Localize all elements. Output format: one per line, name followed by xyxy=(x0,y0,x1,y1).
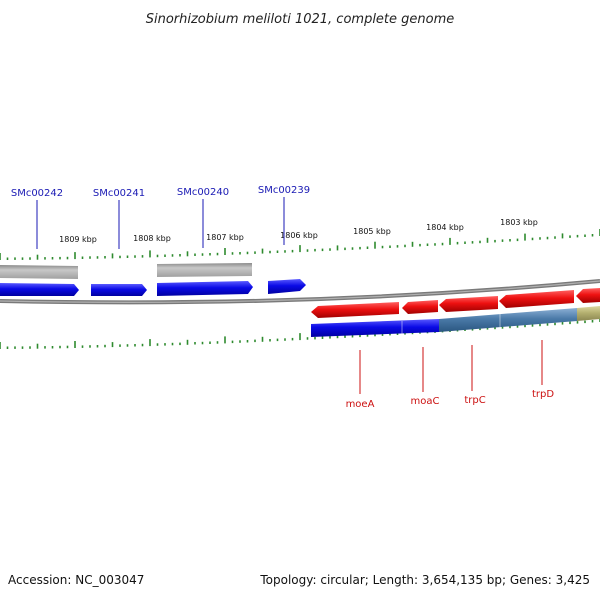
gene-feature-red-5[interactable] xyxy=(576,288,600,303)
gene-feature-red-moeA[interactable] xyxy=(311,302,399,318)
gene-label-SMc00242[interactable]: SMc00242 xyxy=(11,188,63,199)
gene-label-moeA[interactable]: moeA xyxy=(346,399,375,410)
gene-feature-red-moaC[interactable] xyxy=(402,300,438,314)
gene-feature-blue-4[interactable] xyxy=(268,279,306,294)
gene-label-moaC[interactable]: moaC xyxy=(411,396,440,407)
gene-feature-gray-2[interactable] xyxy=(157,263,252,277)
gene-feature-red-trpC[interactable] xyxy=(439,296,498,312)
upper-scale-ticks xyxy=(0,229,600,260)
gene-label-trpC[interactable]: trpC xyxy=(464,395,485,406)
gene-bar-steel[interactable] xyxy=(439,308,577,332)
map-title: Sinorhizobium meliloti 1021, complete ge… xyxy=(146,12,455,27)
scale-label-1806: 1806 kbp xyxy=(280,231,318,240)
gene-feature-gray-1[interactable] xyxy=(0,265,78,279)
gene-label-SMc00241[interactable]: SMc00241 xyxy=(93,188,145,199)
scale-label-1805: 1805 kbp xyxy=(353,227,391,236)
scale-label-1804: 1804 kbp xyxy=(426,223,464,232)
gene-feature-blue-3[interactable] xyxy=(157,281,253,296)
gene-feature-blue-2[interactable] xyxy=(91,284,147,296)
gene-feature-red-trpD[interactable] xyxy=(499,290,574,308)
accession-label: Accession: NC_003047 xyxy=(8,573,145,587)
gene-bar-blue[interactable] xyxy=(311,319,439,337)
scale-label-1803: 1803 kbp xyxy=(500,218,538,227)
gene-label-SMc00240[interactable]: SMc00240 xyxy=(177,187,229,198)
gene-label-SMc00239[interactable]: SMc00239 xyxy=(258,185,310,196)
gene-feature-blue-1[interactable] xyxy=(0,283,79,296)
gene-bar-olive[interactable] xyxy=(577,306,600,321)
genome-summary: Topology: circular; Length: 3,654,135 bp… xyxy=(260,573,590,587)
scale-label-1809: 1809 kbp xyxy=(59,235,97,244)
scale-label-1807: 1807 kbp xyxy=(206,233,244,242)
gene-label-trpD[interactable]: trpD xyxy=(532,389,554,400)
scale-label-1808: 1808 kbp xyxy=(133,234,171,243)
